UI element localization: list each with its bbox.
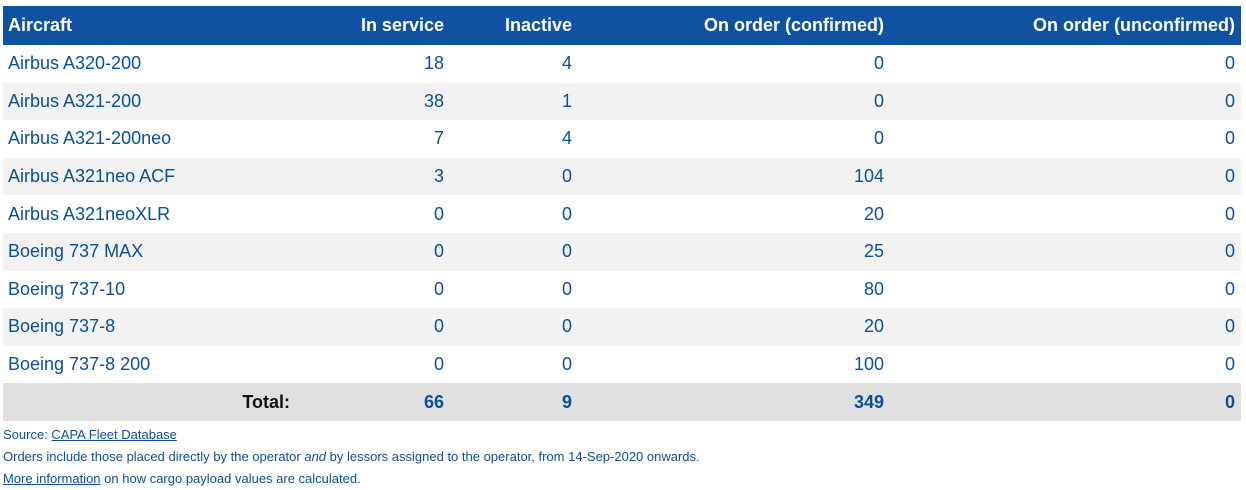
cell-in-service: 3 — [433, 166, 444, 187]
header-aircraft[interactable]: Aircraft — [8, 15, 73, 35]
header-inactive[interactable]: Inactive — [504, 15, 572, 35]
cell-on-order-confirmed: 0 — [873, 128, 884, 149]
cell-in-service: 38 — [423, 90, 444, 111]
cell-in-service: 0 — [433, 316, 444, 337]
cell-on-order-confirmed: 80 — [863, 278, 884, 299]
more-info-suffix: on how cargo payload values are calculat… — [100, 471, 361, 486]
total-confirmed: 349 — [853, 391, 884, 412]
more-info-note: More information on how cargo payload va… — [3, 468, 700, 490]
cell-on-order-unconfirmed: 0 — [1224, 316, 1235, 337]
more-info-link[interactable]: More information — [3, 471, 101, 486]
cell-aircraft[interactable]: Airbus A321-200 — [8, 90, 142, 111]
table-row: Airbus A321neo ACF 3 0 104 0 — [3, 157, 1241, 196]
cell-on-order-confirmed: 25 — [863, 241, 884, 262]
cell-inactive: 0 — [561, 316, 572, 337]
total-inactive: 9 — [561, 391, 572, 412]
table-row: Airbus A321neoXLR 0 0 20 0 — [3, 195, 1241, 233]
orders-text-start: Orders include those placed directly by … — [3, 449, 305, 464]
cell-aircraft[interactable]: Boeing 737-8 — [8, 316, 116, 337]
cell-in-service: 18 — [423, 53, 444, 74]
total-label: Total: — [242, 391, 290, 412]
cell-on-order-confirmed: 20 — [863, 316, 884, 337]
cell-aircraft[interactable]: Airbus A321-200neo — [8, 128, 172, 149]
cell-on-order-confirmed: 0 — [873, 90, 884, 111]
fleet-table: Aircraft In service Inactive On order (c… — [3, 6, 1241, 422]
cell-on-order-unconfirmed: 0 — [1224, 278, 1235, 299]
cell-in-service: 7 — [433, 128, 444, 149]
cell-inactive: 0 — [561, 354, 572, 375]
cell-on-order-unconfirmed: 0 — [1224, 203, 1235, 224]
cell-in-service: 0 — [433, 354, 444, 375]
cell-on-order-unconfirmed: 0 — [1224, 241, 1235, 262]
table-row: Boeing 737 MAX 0 0 25 0 — [3, 232, 1241, 271]
cell-in-service: 0 — [433, 278, 444, 299]
cell-aircraft[interactable]: Boeing 737-8 200 — [8, 354, 151, 375]
header-in-service[interactable]: In service — [360, 15, 444, 35]
cell-on-order-unconfirmed: 0 — [1224, 128, 1235, 149]
cell-inactive: 1 — [561, 90, 572, 111]
orders-text-end: by lessors assigned to the operator, fro… — [326, 449, 700, 464]
cell-aircraft[interactable]: Boeing 737-10 — [8, 278, 126, 299]
table-row: Airbus A320-200 18 4 0 0 — [3, 45, 1241, 83]
total-unconfirmed: 0 — [1224, 391, 1235, 412]
orders-text-emphasis: and — [304, 449, 327, 464]
cell-on-order-confirmed: 0 — [873, 53, 884, 74]
cell-inactive: 0 — [561, 241, 572, 262]
total-row: Total: 66 9 349 0 — [3, 383, 1241, 422]
cell-on-order-unconfirmed: 0 — [1224, 90, 1235, 111]
cell-aircraft[interactable]: Airbus A321neo ACF — [8, 166, 176, 187]
header-on-order-unconfirmed[interactable]: On order (unconfirmed) — [1033, 15, 1235, 35]
cell-on-order-confirmed: 104 — [853, 166, 884, 187]
cell-on-order-unconfirmed: 0 — [1224, 354, 1235, 375]
cell-inactive: 0 — [561, 166, 572, 187]
cell-inactive: 0 — [561, 203, 572, 224]
cell-in-service: 0 — [433, 203, 444, 224]
cell-inactive: 4 — [561, 128, 572, 149]
header-on-order-confirmed[interactable]: On order (confirmed) — [703, 15, 884, 35]
cell-aircraft[interactable]: Airbus A320-200 — [8, 53, 142, 74]
cell-on-order-unconfirmed: 0 — [1224, 53, 1235, 74]
cell-aircraft[interactable]: Airbus A321neoXLR — [8, 203, 171, 224]
cell-on-order-confirmed: 20 — [863, 203, 884, 224]
orders-note: Orders include those placed directly by … — [3, 446, 700, 468]
table-row: Airbus A321-200 38 1 0 0 — [3, 82, 1241, 121]
source-link[interactable]: CAPA Fleet Database — [51, 427, 177, 442]
total-in-service: 66 — [423, 391, 444, 412]
source-note: Source: CAPA Fleet Database — [3, 424, 700, 446]
table-row: Boeing 737-8 0 0 20 0 — [3, 308, 1241, 346]
cell-on-order-confirmed: 100 — [853, 354, 884, 375]
table-row: Boeing 737-10 0 0 80 0 — [3, 270, 1241, 309]
cell-aircraft[interactable]: Boeing 737 MAX — [8, 241, 144, 262]
source-prefix: Source: — [3, 427, 52, 442]
table-row: Airbus A321-200neo 7 4 0 0 — [3, 120, 1241, 158]
table-row: Boeing 737-8 200 0 0 100 0 — [3, 345, 1241, 384]
cell-on-order-unconfirmed: 0 — [1224, 166, 1235, 187]
cell-inactive: 0 — [561, 278, 572, 299]
table-body: Airbus A320-200 18 4 0 0 Airbus A321-200 38 1 0 0… — [3, 45, 1241, 384]
cell-in-service: 0 — [433, 241, 444, 262]
cell-inactive: 4 — [561, 53, 572, 74]
table-header-row: Aircraft In service Inactive On order (c… — [3, 6, 1241, 45]
table-notes: Source: CAPA Fleet Database Orders inclu… — [3, 424, 700, 490]
